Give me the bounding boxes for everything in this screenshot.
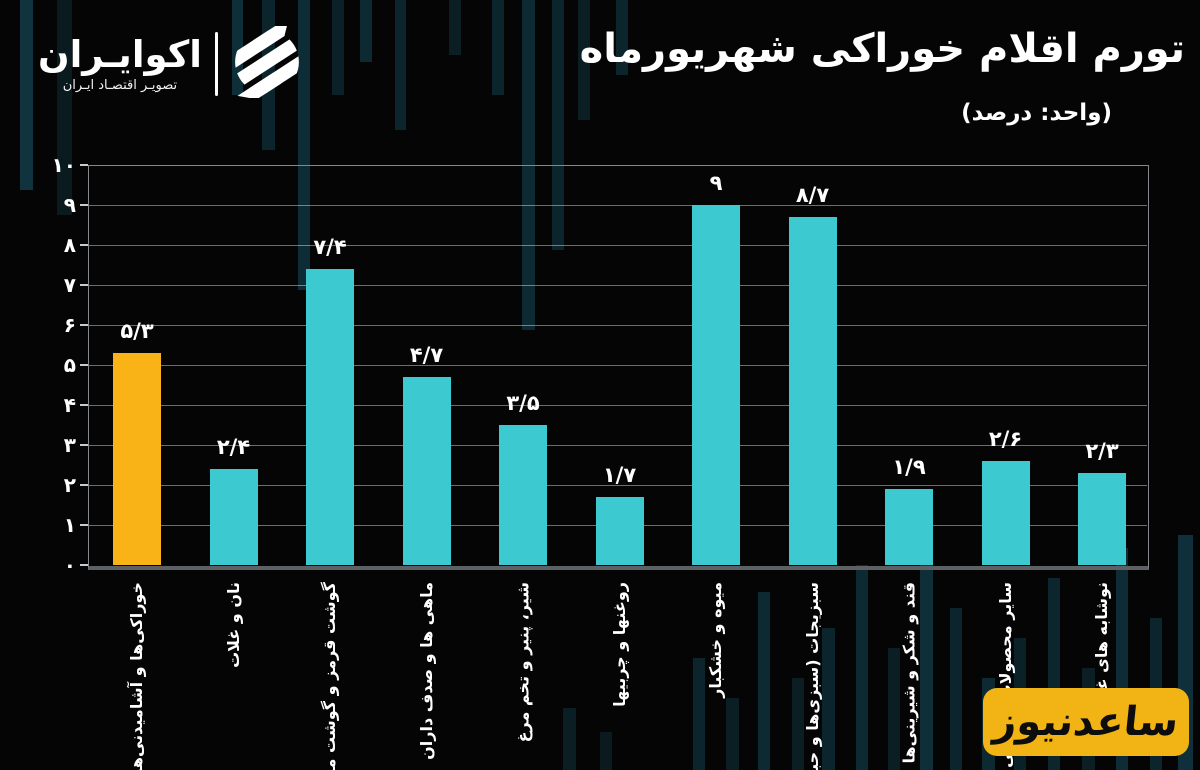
category-label: ماهی ها و صدف داران — [416, 582, 436, 760]
category-label: روغنها و چربیها — [609, 582, 629, 707]
y-axis-label: ۸ — [63, 233, 76, 257]
category-label: گوشت قرمز و گوشت ماکیان — [320, 582, 339, 770]
bar-value-label: ۱/۷ — [602, 463, 637, 487]
y-axis-tick — [80, 444, 88, 446]
gridline — [89, 245, 1147, 246]
bar — [306, 269, 354, 565]
plot-frame — [88, 165, 1149, 570]
brand-separator — [214, 32, 218, 96]
background-texture-bar — [492, 0, 504, 95]
background-texture-bar — [888, 648, 900, 770]
y-axis-tick — [80, 284, 88, 286]
brand-name: اکوایـران — [38, 33, 202, 77]
bar — [788, 217, 837, 565]
background-texture-bar — [822, 628, 835, 770]
bar-value-label: ۲/۶ — [988, 427, 1023, 451]
bar-value-label: ۲/۴ — [216, 435, 251, 459]
gridline — [89, 445, 1147, 446]
bar — [402, 377, 451, 565]
background-texture-bar — [449, 0, 461, 55]
background-texture-bar — [332, 0, 344, 95]
category-label: میوه و خشکبار — [706, 582, 725, 698]
y-axis-tick — [80, 524, 88, 526]
background-texture-bar — [693, 658, 705, 770]
background-texture-bar — [856, 565, 868, 770]
bar-value-label: ۵/۳ — [120, 319, 154, 343]
y-axis-tick — [80, 164, 88, 166]
unit-subtitle: (واحد: درصد) — [961, 100, 1112, 126]
bar-value-label: ۲/۳ — [1085, 439, 1119, 463]
brand-tagline: تصویـر اقتصـاد ایـران — [62, 77, 178, 93]
y-axis-tick — [80, 364, 88, 366]
y-axis-label: ۱ — [63, 513, 76, 537]
background-texture-bar — [600, 732, 612, 770]
brand-block: اکوایـران تصویـر اقتصـاد ایـران — [38, 16, 312, 107]
gridline — [89, 205, 1147, 206]
y-axis-tick — [80, 564, 88, 566]
watermark-text: ساعدنیوز — [991, 699, 1181, 745]
gridline — [89, 365, 1147, 366]
bar — [209, 469, 258, 565]
y-axis-label: ۵ — [63, 353, 76, 377]
background-texture-bar — [360, 0, 372, 62]
bar-value-label: ۸/۷ — [795, 183, 830, 207]
background-texture-bar — [726, 698, 739, 770]
y-axis-label: ۱۰ — [51, 153, 76, 177]
category-label: خوراکی‌ها و آشامیدنی‌ها — [127, 582, 146, 770]
bar-highlighted — [113, 353, 161, 565]
bar — [692, 205, 740, 565]
y-axis-tick — [80, 484, 88, 486]
y-axis-label: ۴ — [63, 393, 76, 417]
bar-value-label: ۳/۵ — [506, 391, 540, 415]
bar-value-label: ۷/۴ — [313, 235, 347, 259]
bar-value-label: ۴/۷ — [409, 343, 444, 367]
bar — [1078, 473, 1126, 565]
bar-value-label: ۱/۹ — [892, 455, 926, 479]
category-label: شیر، پنیر و تخم مرغ — [513, 582, 532, 743]
bar — [981, 461, 1030, 565]
category-label: سبزیجات (سبزی‌ها و حبوبات ) — [802, 582, 822, 770]
bar — [595, 497, 644, 565]
category-label: نان و غلات — [223, 582, 243, 668]
background-texture-bar — [950, 608, 962, 770]
gridline — [89, 485, 1147, 486]
ecoiran-logo-icon — [222, 16, 312, 107]
gridline — [89, 285, 1147, 286]
y-axis-label: ۲ — [63, 473, 76, 497]
y-axis-tick — [80, 204, 88, 206]
gridline — [89, 405, 1147, 406]
gridline — [89, 325, 1147, 326]
y-axis-tick — [80, 244, 88, 246]
background-texture-bar — [758, 592, 770, 770]
brand-text: اکوایـران تصویـر اقتصـاد ایـران — [38, 33, 202, 93]
bar — [499, 425, 547, 565]
bar-value-label: ۹ — [709, 171, 723, 195]
y-axis-label: ۷ — [63, 273, 76, 297]
background-texture-bar — [563, 708, 576, 770]
y-axis-tick — [80, 324, 88, 326]
bar — [885, 489, 933, 565]
category-label: قند و شکر و شیرینی‌ها — [899, 582, 918, 764]
y-axis-label: ۶ — [63, 313, 76, 337]
page-title: تورم اقلام خوراکی شهریورماه — [579, 26, 1185, 72]
y-axis-tick — [80, 404, 88, 406]
y-axis-label: ۳ — [63, 433, 76, 457]
y-axis-label: ۹ — [63, 193, 76, 217]
watermark-badge: ساعدنیوز — [983, 688, 1189, 756]
background-texture-bar — [395, 0, 406, 130]
y-axis-label: ۰ — [63, 553, 76, 577]
